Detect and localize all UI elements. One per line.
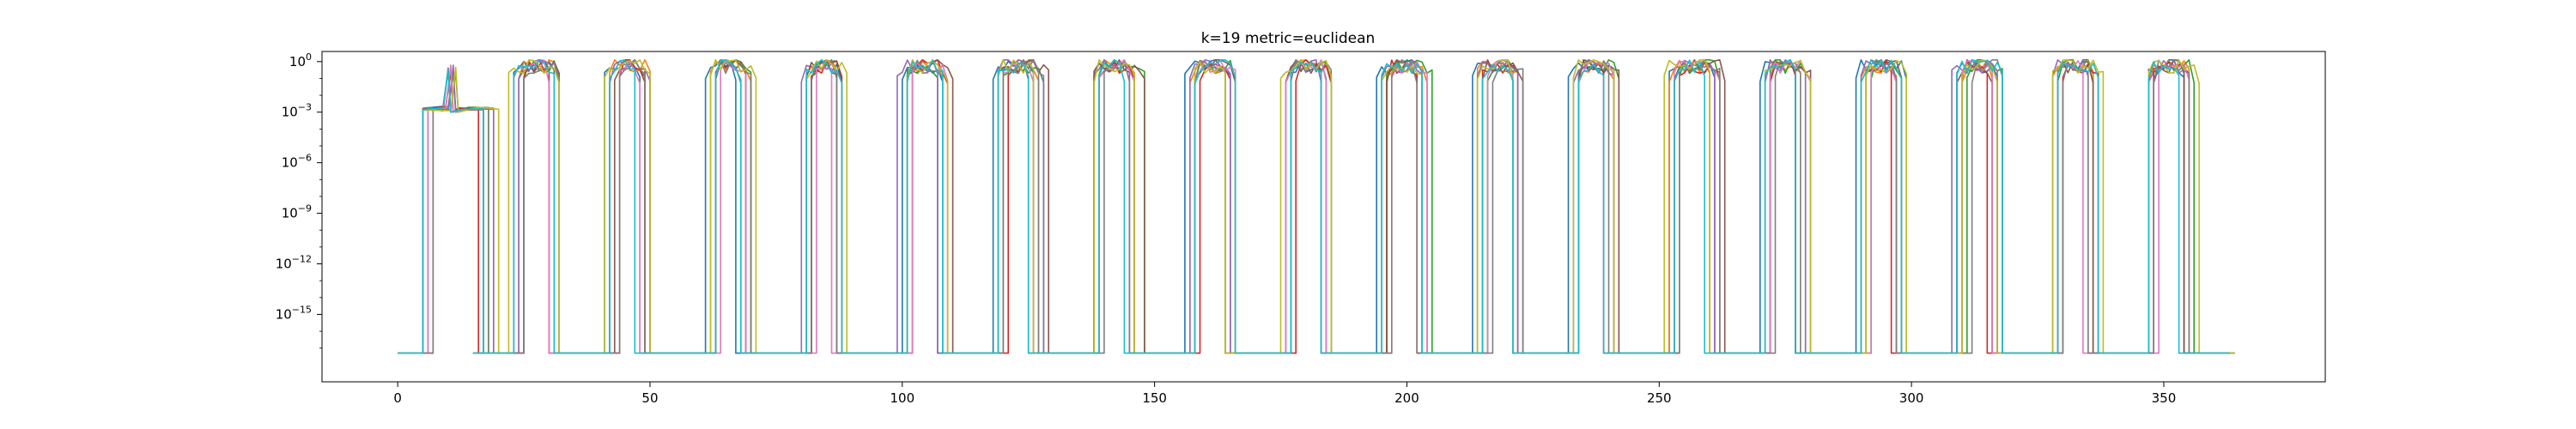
x-tick-label: 250: [1647, 390, 1672, 406]
y-tick-label: 10−6: [282, 153, 312, 171]
x-tick-label: 100: [890, 390, 914, 406]
series-line: [398, 59, 2235, 354]
x-tick-label: 200: [1394, 390, 1419, 406]
x-tick-label: 50: [641, 390, 658, 406]
series-line: [398, 59, 2235, 354]
series-line: [398, 59, 2225, 354]
series-line: [398, 59, 2231, 354]
series-line: [398, 59, 2235, 354]
x-tick-label: 150: [1142, 390, 1167, 406]
y-tick-label: 10−3: [282, 102, 312, 120]
axis-layer: 0 50 100 150 200 250 300 350 100 10−3 10−6 10−9 10−1…: [276, 51, 2326, 406]
x-tick-label: 350: [2152, 390, 2177, 406]
series-line: [398, 59, 2225, 354]
y-tick-label: 10−12: [276, 254, 312, 272]
series-line: [398, 59, 2231, 354]
x-tick-label: 0: [393, 390, 402, 406]
x-tick-label: 300: [1899, 390, 1924, 406]
series-layer: [398, 59, 2235, 354]
y-tick-label: 100: [289, 51, 312, 69]
series-line: [398, 59, 2231, 354]
series-line: [398, 59, 2225, 354]
plot-frame: [321, 51, 2326, 383]
chart-title: k=19 metric=euclidean: [1201, 30, 1376, 47]
y-tick-label: 10−9: [282, 203, 312, 221]
y-tick-label: 10−15: [276, 304, 312, 322]
series-line: [398, 59, 2231, 354]
